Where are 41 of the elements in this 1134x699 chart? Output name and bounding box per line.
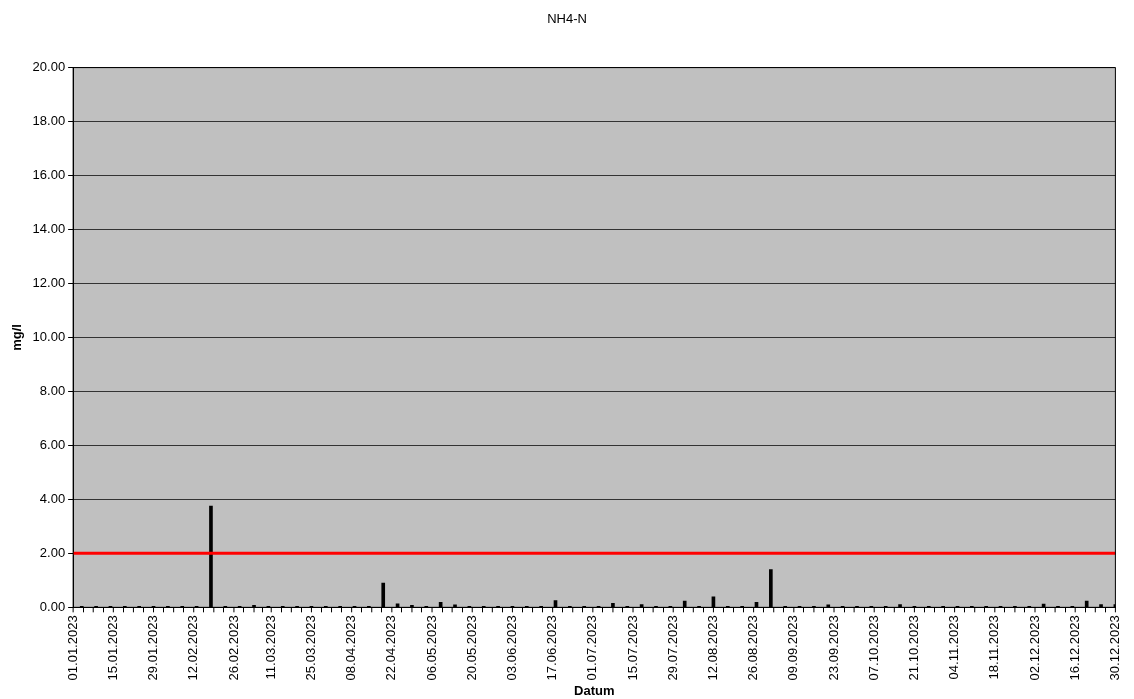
x-tick-label: 29.07.2023: [664, 615, 680, 681]
y-tick-label: 6.00: [39, 436, 66, 452]
y-tick-label: 18.00: [32, 113, 66, 129]
x-tick-label: 21.10.2023: [905, 615, 921, 681]
x-tick-label: 04.11.2023: [946, 615, 962, 680]
x-tick-label: 06.05.2023: [423, 615, 439, 681]
x-tick-label: 01.01.2023: [64, 615, 80, 681]
y-tick-label: 0.00: [39, 598, 66, 614]
x-tick-label: 15.01.2023: [104, 615, 120, 681]
x-tick-label: 25.03.2023: [303, 615, 319, 681]
x-tick-label: 11.03.2023: [262, 615, 278, 680]
x-tick-label: 30.12.2023: [1106, 615, 1122, 681]
x-tick-label: 22.04.2023: [383, 615, 399, 681]
x-tick-label: 02.12.2023: [1026, 615, 1042, 681]
y-tick-label: 4.00: [39, 490, 66, 506]
x-tick-label: 01.07.2023: [584, 615, 600, 681]
x-tick-label: 23.09.2023: [825, 615, 841, 681]
x-tick-label: 26.02.2023: [225, 615, 241, 681]
y-tick-label: 20.00: [32, 59, 66, 75]
x-tick-label: 08.04.2023: [343, 615, 359, 681]
x-tick-label: 18.11.2023: [986, 615, 1002, 680]
x-axis-title: Datum: [574, 682, 615, 698]
y-tick-label: 8.00: [39, 383, 66, 399]
x-tick-label: 07.10.2023: [865, 615, 881, 681]
x-tick-label: 09.09.2023: [785, 615, 801, 681]
x-tick-label: 17.06.2023: [544, 615, 560, 681]
y-axis-title: mg/l: [9, 324, 25, 351]
y-tick-label: 14.00: [32, 221, 66, 237]
x-tick-label: 15.07.2023: [624, 615, 640, 681]
x-tick-label: 12.08.2023: [705, 615, 720, 681]
x-tick-label: 26.08.2023: [745, 615, 761, 681]
y-tick-label: 12.00: [32, 275, 66, 291]
x-tick-label: 03.06.2023: [504, 615, 520, 681]
chart-title: NH4-N: [547, 11, 587, 27]
y-tick-label: 2.00: [39, 544, 66, 560]
x-tick-label: 29.01.2023: [145, 615, 161, 681]
y-tick-label: 16.00: [32, 167, 66, 183]
x-tick-label: 12.02.2023: [185, 615, 201, 681]
y-tick-label: 10.00: [32, 329, 66, 345]
x-tick-label: 16.12.2023: [1066, 615, 1082, 681]
x-tick-label: 20.05.2023: [463, 615, 479, 681]
